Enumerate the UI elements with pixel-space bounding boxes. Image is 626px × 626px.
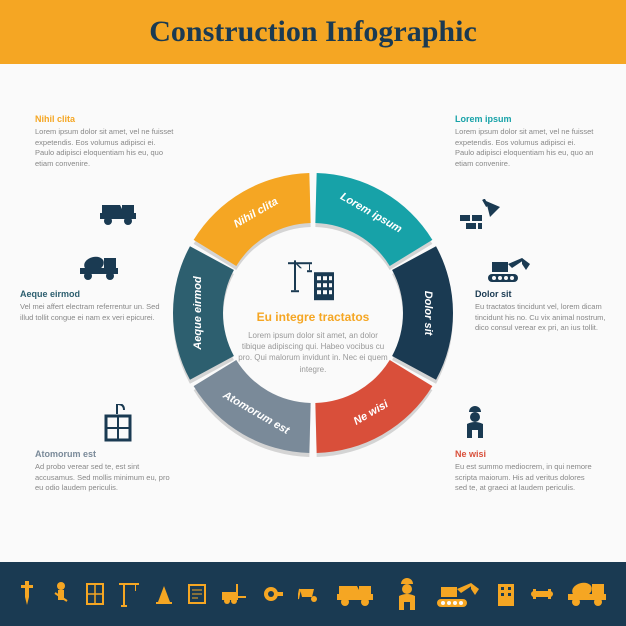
blueprint-icon <box>187 583 207 605</box>
chart-center: Eu integre tractatos Lorem ipsum dolor s… <box>238 260 388 375</box>
crane-building-icon <box>238 260 388 302</box>
blurb-title: Lorem ipsum <box>455 114 595 124</box>
mixer-truck-icon <box>80 254 120 287</box>
cone-icon <box>156 584 172 604</box>
forklift-icon <box>222 584 248 604</box>
blurb-title: Aeque eirmod <box>20 289 160 299</box>
blurb-tr: Lorem ipsum Lorem ipsum dolor sit amet, v… <box>455 114 595 169</box>
jackhammer-icon <box>18 581 36 607</box>
blurb-title: Atomorum est <box>35 449 175 459</box>
blurb-l: Aeque eirmod Vel mei affert electram refe… <box>20 289 160 323</box>
blurb-br: Ne wisi Eu est summo mediocrem, in qui ne… <box>455 449 595 494</box>
window-icon <box>86 583 104 605</box>
blurb-body: Eu tractatos tincidunt vel, lorem dicam … <box>475 302 615 334</box>
window-crane-icon <box>100 404 138 447</box>
crane-icon <box>119 581 141 607</box>
tape-icon <box>263 585 283 603</box>
worker-dig-icon <box>51 581 71 607</box>
slice-label-4: Aeque eirmod <box>192 276 204 349</box>
center-body: Lorem ipsum dolor sit amet, an dolor tib… <box>238 330 388 375</box>
blurb-tl: Nihil clita Lorem ipsum dolor sit amet, v… <box>35 114 175 169</box>
worker-icon <box>392 576 422 612</box>
blurb-body: Vel mei affert electram referrentur un. … <box>20 302 160 323</box>
footer-bar <box>0 562 626 626</box>
dump-truck-icon <box>337 580 377 608</box>
header-bar: Construction Infographic <box>0 0 626 64</box>
blurb-body: Lorem ipsum dolor sit amet, vel ne fuiss… <box>35 127 175 169</box>
center-title: Eu integre tractatos <box>238 310 388 324</box>
blurb-r: Dolor sit Eu tractatos tincidunt vel, lor… <box>475 289 615 334</box>
blurb-body: Lorem ipsum dolor sit amet, vel ne fuiss… <box>455 127 595 169</box>
page-title: Construction Infographic <box>149 15 477 49</box>
pipe-icon <box>531 586 553 602</box>
mixer-truck-icon <box>568 580 608 608</box>
slice-label-1: Dolor sit <box>422 291 434 336</box>
infographic-main: Eu integre tractatos Lorem ipsum dolor s… <box>0 64 626 562</box>
blurb-title: Dolor sit <box>475 289 615 299</box>
building-icon <box>496 582 516 606</box>
blurb-body: Eu est summo mediocrem, in qui nemore sc… <box>455 462 595 494</box>
dump-truck-icon <box>100 199 140 232</box>
excavator-icon <box>437 579 481 609</box>
trowel-brick-icon <box>460 199 502 234</box>
blurb-bl: Atomorum est Ad probo verear sed te, est … <box>35 449 175 494</box>
excavator-icon <box>488 254 532 289</box>
donut-chart: Eu integre tractatos Lorem ipsum dolor s… <box>168 168 458 458</box>
wheelbarrow-icon <box>298 585 322 603</box>
blurb-body: Ad probo verear sed te, est sint accusam… <box>35 462 175 494</box>
blurb-title: Ne wisi <box>455 449 595 459</box>
worker-icon <box>460 404 490 445</box>
blurb-title: Nihil clita <box>35 114 175 124</box>
